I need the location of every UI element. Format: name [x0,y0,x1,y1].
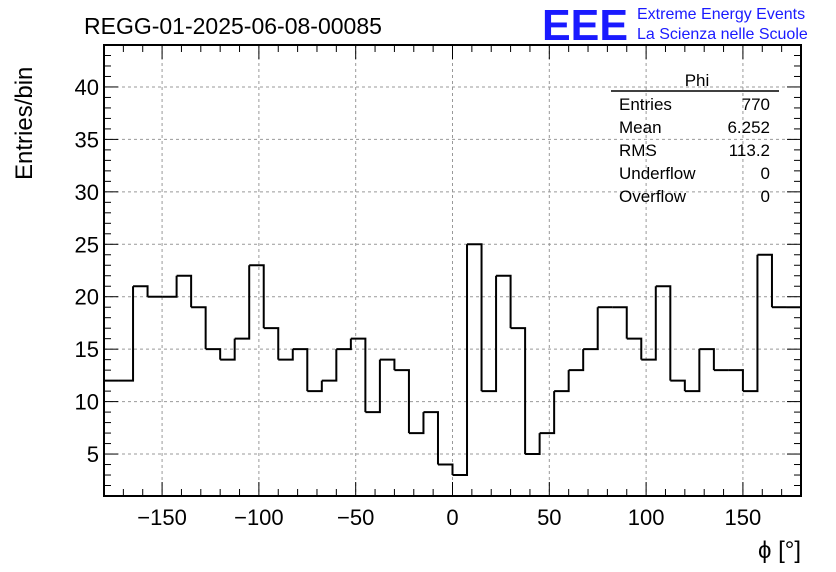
eee-logo-line1: Extreme Energy Events [637,6,805,23]
histogram-bin [278,349,294,361]
stats-rows: Entries 770 Mean 6.252 RMS 113.2 Underflow 0 Ove… [619,95,770,206]
histogram-bin [408,412,425,435]
histogram-bin [728,369,744,392]
x-tick-label: −100 [234,505,284,530]
histogram-bars [104,243,802,477]
histogram-bin [263,327,280,360]
y-tick-label: 10 [75,390,99,415]
histogram-bin [481,275,498,393]
x-axis-title: ϕ [°] [758,537,801,564]
histogram-bin [612,306,628,339]
histogram-bin [568,349,585,372]
histogram-bin [133,285,149,297]
stats-value: 0 [761,164,770,183]
histogram-bin [191,306,207,350]
histogram-bin [539,391,556,435]
histogram-bin [176,274,193,308]
histogram-bin [583,307,599,351]
y-tick-label: 20 [75,285,99,310]
histogram-bin [118,286,135,382]
histogram-bin [525,433,541,456]
histogram-bin [336,338,352,351]
histogram-bin [162,275,178,298]
x-tick-label: 100 [628,505,665,530]
eee-logo-text: EEE [542,1,628,50]
tick-labels: −150 −100 −50 0 50 100 150 5 10 15 20 25 30 35 40 [75,75,762,530]
histogram-bin [394,369,410,434]
histogram-bin [496,274,512,329]
stats-title: Phi [685,71,710,90]
histogram-bin [467,243,483,392]
histogram-bin [626,337,643,360]
eee-logo: EEE Extreme Energy Events La Scienza nel… [542,1,808,50]
histogram-bin [423,411,439,465]
histogram-bin [670,379,686,392]
histogram-bin [234,265,251,340]
eee-logo-line2: La Scienza nelle Scuole [637,26,808,43]
histogram-bin [684,349,701,393]
stats-value: 0 [761,187,770,206]
histogram-bin [220,338,236,361]
y-tick-label: 35 [75,127,99,152]
axis-ticks [103,45,802,496]
histogram-bin [379,358,396,371]
histogram-bin [757,253,773,308]
histogram-bin [350,337,367,413]
y-tick-label: 15 [75,337,99,362]
stats-value: 770 [742,95,770,114]
y-tick-label: 5 [87,442,99,467]
x-tick-label: −150 [137,505,187,530]
histogram-bin [452,244,469,477]
stats-value: 113.2 [729,141,770,160]
histogram-bin [655,285,672,381]
grid-lines [104,45,801,496]
stats-label: Entries [619,95,672,114]
chart-title: REGG-01-2025-06-08-00085 [84,13,382,39]
y-tick-label: 30 [75,180,99,205]
stats-label: Mean [619,118,662,137]
histogram-bin [321,349,338,382]
stats-label: RMS [619,141,657,160]
y-tick-label: 25 [75,232,99,257]
histogram-bin [307,380,323,393]
histogram-bin [292,348,309,392]
x-tick-label: 150 [725,505,762,530]
histogram-bin [510,327,527,455]
histogram-bin [742,254,759,393]
histogram-bin [249,264,265,329]
x-tick-label: 0 [446,505,458,530]
histogram-bin [365,359,381,414]
stats-box: Phi Entries 770 Mean 6.252 RMS 113.2 Underflow… [611,71,779,206]
stats-label: Overflow [619,187,687,206]
histogram-bin [554,370,570,393]
y-axis-title: Entries/bin [11,67,38,180]
histogram-bin [641,286,657,361]
stats-label: Underflow [619,164,696,183]
stats-value: 6.252 [727,118,770,137]
x-tick-label: −50 [337,505,374,530]
histogram-bin [699,348,715,371]
y-tick-label: 40 [75,75,99,100]
histogram-bin [437,463,454,476]
histogram-bin [205,348,222,360]
x-tick-label: 50 [537,505,561,530]
